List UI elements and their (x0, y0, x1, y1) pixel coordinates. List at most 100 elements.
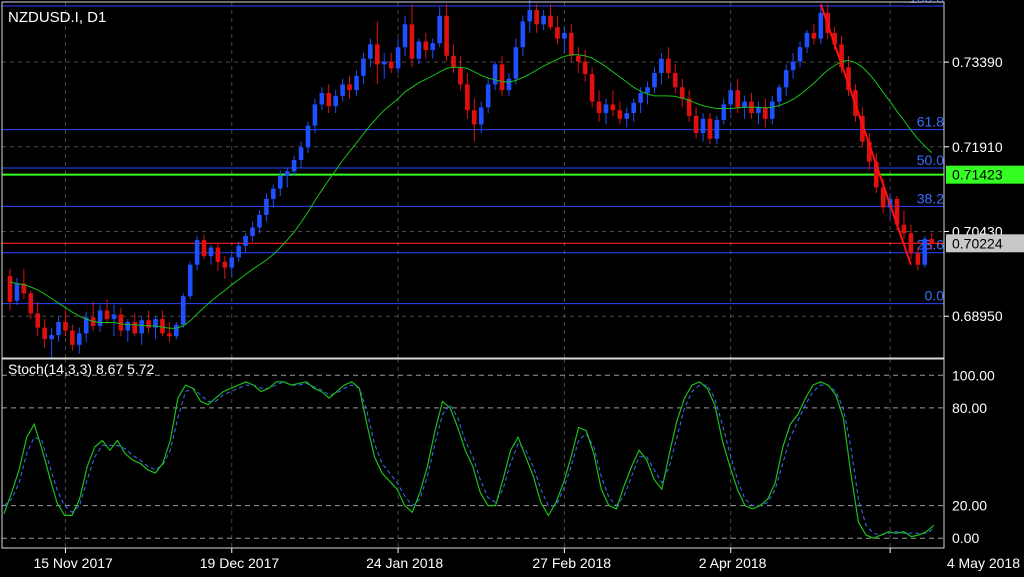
candle-body (645, 87, 650, 94)
fib-level-label: 0.0 (925, 288, 945, 304)
chart-frame (1, 1, 945, 549)
price-tag-label: 0.71423 (952, 167, 1003, 183)
candle-body (492, 64, 498, 85)
candle-body (915, 253, 921, 265)
candle-body (776, 87, 782, 102)
candle-body (860, 115, 865, 142)
candle-body (437, 15, 442, 44)
candle-body (465, 84, 470, 111)
candle-body (894, 198, 900, 225)
candle-body (35, 313, 41, 328)
price-tag-box-red (946, 234, 1024, 253)
candle-body (652, 72, 657, 88)
candle-body (14, 283, 20, 301)
candle-body (388, 61, 394, 69)
candle-body (527, 10, 533, 22)
candle-body (589, 74, 595, 102)
price-axis-label: 0.73390 (952, 54, 1003, 70)
candle-body (277, 175, 283, 189)
fib-level-label: 61.8 (917, 114, 944, 130)
candle-body (839, 44, 844, 68)
stoch-main-line (3, 381, 935, 539)
candle-body (264, 198, 269, 215)
stochastic-lines (3, 381, 935, 539)
candle-body (569, 32, 574, 56)
candle-body (381, 61, 387, 65)
price-tag-label: 0.70224 (952, 235, 1003, 251)
candle-body (638, 93, 643, 103)
price-tag-box-green (946, 165, 1024, 184)
candle-body (763, 107, 768, 119)
candle-body (478, 107, 484, 125)
candle-body (922, 238, 928, 265)
candle-body (201, 240, 207, 257)
candle-body (28, 293, 34, 314)
candlesticks (7, 0, 934, 358)
candle-body (160, 319, 165, 334)
candle-body (901, 224, 907, 234)
candle-body (770, 101, 775, 119)
candle-body (402, 24, 408, 48)
candle-body (153, 319, 158, 328)
candle-body (194, 240, 200, 265)
candle-body (714, 119, 720, 139)
candle-body (679, 87, 685, 99)
ma-line (9, 54, 933, 329)
candle-body (354, 75, 359, 91)
candle-body (257, 214, 262, 228)
candle-body (97, 310, 103, 326)
candle-body (174, 324, 179, 337)
candle-body (208, 247, 214, 257)
candle-body (624, 113, 630, 119)
date-axis-label: 19 Dec 2017 (200, 555, 280, 571)
candle-body (659, 58, 664, 73)
candle-body (83, 317, 89, 334)
candle-body (167, 333, 172, 337)
candle-body (534, 10, 539, 25)
candle-body (49, 335, 54, 340)
candle-body (132, 321, 138, 334)
candle-body (319, 93, 325, 105)
date-axis-label: 27 Feb 2018 (532, 555, 611, 571)
candle-body (472, 110, 477, 125)
candle-body (77, 333, 82, 345)
downtrend-line[interactable] (819, 3, 912, 266)
stoch-axis-label: 0.00 (952, 530, 979, 546)
date-axis-label: 4 May 2018 (947, 555, 1020, 571)
candle-body (236, 245, 241, 258)
candle-body (555, 27, 560, 39)
candle-body (520, 21, 526, 48)
candle-body (617, 110, 623, 119)
trend-line[interactable] (819, 3, 912, 266)
candle-body (929, 238, 934, 244)
candle-body (347, 84, 352, 91)
candle-body (111, 314, 117, 320)
candle-body (284, 171, 290, 176)
candle-body (700, 118, 706, 134)
fib-level-label: 50.0 (917, 152, 944, 168)
candle-body (451, 55, 456, 68)
candle-body (596, 101, 602, 114)
candle-body (603, 104, 609, 114)
candle-body (395, 47, 401, 69)
candle-body (305, 125, 311, 148)
candle-body (70, 330, 75, 345)
candle-body (312, 104, 318, 126)
candle-body (742, 101, 747, 108)
candle-body (562, 32, 567, 39)
candle-body (783, 70, 789, 88)
price-axis-label: 0.71910 (952, 139, 1003, 155)
candle-body (873, 161, 879, 188)
candle-body (728, 90, 734, 105)
candle-body (513, 47, 519, 79)
stoch-axis-label: 100.00 (952, 367, 995, 383)
candle-body (21, 283, 27, 294)
candle-body (548, 15, 553, 28)
date-axis-label: 15 Nov 2017 (33, 555, 113, 571)
moving-average (9, 54, 933, 329)
candle-body (575, 55, 581, 62)
stoch-axis-label: 80.00 (952, 400, 987, 416)
candle-body (215, 247, 221, 262)
candle-body (846, 67, 851, 91)
